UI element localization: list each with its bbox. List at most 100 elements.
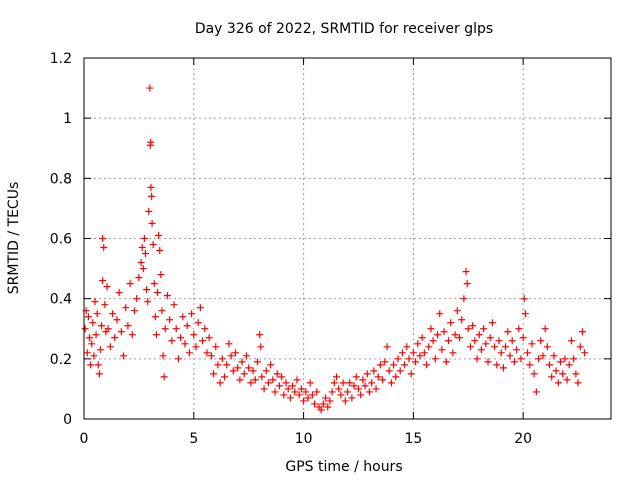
- data-point: [147, 183, 155, 191]
- data-point: [87, 361, 95, 369]
- data-point: [565, 361, 573, 369]
- data-point: [190, 331, 198, 339]
- data-point: [140, 235, 148, 242]
- data-point: [556, 358, 564, 366]
- data-point: [381, 358, 389, 366]
- data-point: [240, 370, 248, 378]
- data-point: [484, 358, 492, 366]
- data-point: [528, 340, 536, 348]
- data-point: [317, 406, 325, 414]
- data-point: [297, 385, 305, 393]
- data-point: [247, 379, 255, 387]
- data-point: [152, 331, 160, 339]
- data-point: [463, 280, 471, 288]
- data-point: [502, 343, 510, 351]
- y-tick-label: 0.4: [50, 292, 72, 308]
- data-point: [205, 334, 213, 342]
- data-point: [519, 334, 527, 342]
- data-point: [440, 328, 448, 336]
- data-point: [491, 343, 499, 351]
- data-point: [306, 379, 314, 387]
- data-point: [328, 388, 336, 396]
- data-point: [257, 343, 265, 351]
- data-point: [418, 334, 426, 342]
- data-point: [517, 355, 525, 363]
- data-point: [150, 280, 158, 288]
- data-point: [455, 334, 463, 342]
- data-point: [405, 355, 413, 363]
- data-point: [401, 361, 409, 369]
- axis-ticks: 0 0.2 0.4 0.6 0.8 1 1.2 0 5 10 15 20: [50, 51, 611, 447]
- data-point: [513, 346, 521, 354]
- data-point: [269, 376, 277, 384]
- data-point: [532, 388, 540, 396]
- data-point: [526, 361, 534, 369]
- data-point: [227, 352, 235, 360]
- data-point: [537, 337, 545, 345]
- data-point: [188, 310, 196, 318]
- data-point: [578, 328, 586, 336]
- data-point: [434, 331, 442, 339]
- y-tick-label: 1: [63, 111, 72, 127]
- data-point: [493, 361, 501, 369]
- data-point: [420, 349, 428, 357]
- data-point: [170, 301, 178, 309]
- data-point: [141, 250, 149, 258]
- data-point: [541, 325, 549, 333]
- data-point: [81, 325, 89, 333]
- data-point: [236, 376, 244, 384]
- data-point: [370, 367, 378, 375]
- data-point: [106, 343, 114, 351]
- data-point: [218, 355, 226, 363]
- data-point: [160, 373, 168, 381]
- data-point: [394, 355, 402, 363]
- data-point: [442, 358, 450, 366]
- data-point: [223, 361, 231, 369]
- data-point: [151, 313, 159, 321]
- data-point: [510, 358, 518, 366]
- data-point: [302, 388, 310, 396]
- data-point: [313, 388, 321, 396]
- x-tick-label: 5: [189, 431, 198, 447]
- data-point: [337, 391, 345, 399]
- data-point: [365, 388, 373, 396]
- data-point: [133, 295, 141, 303]
- data-point: [84, 313, 92, 321]
- data-point: [229, 367, 237, 375]
- data-point: [242, 352, 250, 360]
- data-point: [216, 379, 224, 387]
- y-tick-label: 0.6: [50, 232, 72, 248]
- data-point: [488, 319, 496, 327]
- data-point: [201, 325, 209, 333]
- data-point: [567, 337, 575, 345]
- data-point: [166, 316, 174, 324]
- data-point: [506, 352, 514, 360]
- data-point: [326, 397, 334, 405]
- data-point: [407, 370, 415, 378]
- data-point: [158, 307, 166, 315]
- data-point: [154, 289, 162, 297]
- data-point: [293, 376, 301, 384]
- data-point: [552, 367, 560, 375]
- data-point: [300, 397, 308, 405]
- data-point: [390, 361, 398, 369]
- data-point: [341, 397, 349, 405]
- y-tick-label: 1.2: [50, 51, 72, 67]
- data-point: [469, 322, 477, 330]
- data-point: [284, 385, 292, 393]
- data-point: [286, 394, 294, 402]
- data-point: [280, 391, 288, 399]
- data-point: [99, 235, 107, 242]
- data-point: [344, 388, 351, 396]
- data-point: [372, 385, 380, 393]
- data-point: [149, 241, 157, 249]
- data-point: [508, 337, 516, 345]
- data-point: [282, 379, 290, 387]
- data-point: [120, 352, 128, 360]
- data-point: [161, 325, 169, 333]
- data-point: [109, 310, 117, 318]
- data-point: [412, 358, 420, 366]
- data-point: [264, 379, 272, 387]
- data-point: [464, 325, 472, 333]
